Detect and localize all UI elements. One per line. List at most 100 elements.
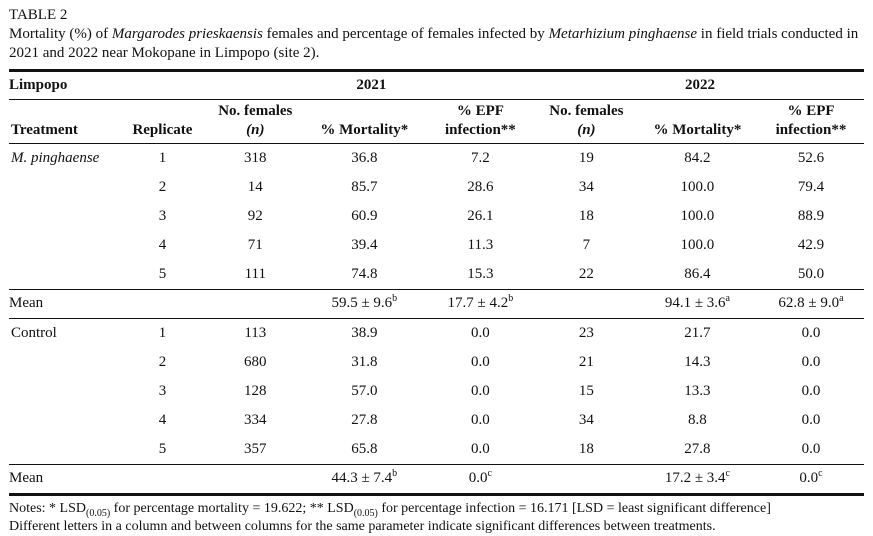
empty-cell [535, 464, 637, 496]
mortality-2021-cell: 36.8 [351, 150, 378, 166]
region-year-header-row: Limpopo 2021 2022 [9, 70, 864, 100]
epf-2021-cell: 0.0 [471, 441, 490, 457]
table-row: Control 1 113 38.9 0.0 23 21.7 0.0 [9, 319, 864, 349]
lsd-subscript: (0.05) [353, 507, 378, 519]
n-2021-cell: 334 [244, 412, 267, 428]
notes-line-2: Different letters in a column and betwee… [9, 519, 716, 534]
table-row: 4 334 27.8 0.0 34 8.8 0.0 [9, 406, 864, 435]
col-header-n-2022: No. females (n) [535, 99, 637, 144]
epf-2022-cell: 0.0 [801, 325, 821, 341]
epf-2021-cell: 11.3 [467, 237, 494, 253]
n-2022-cell: 34 [578, 412, 594, 428]
replicate-cell: 5 [158, 266, 167, 282]
n-2022-cell: 7 [582, 237, 591, 253]
col-header-n-line2: (n) [577, 122, 596, 138]
significance-letter: b [392, 293, 398, 304]
mean-value: 0.0 [799, 470, 819, 486]
mortality-2022-cell: 27.8 [684, 441, 711, 457]
table-row: M. pinghaense 1 318 36.8 7.2 19 84.2 52.… [9, 144, 864, 174]
mean-label: Mean [9, 464, 119, 496]
empty-cell [206, 289, 304, 319]
results-table: Limpopo 2021 2022 Treatment Replicate No… [9, 69, 864, 496]
significance-letter: c [487, 468, 492, 479]
species-name: Metarhizium pinghaense [548, 26, 698, 42]
mean-epf-2021: 17.7 ± 4.2b [424, 289, 536, 319]
significance-letter: c [725, 468, 730, 479]
mean-epf-2022: 62.8 ± 9.0a [757, 289, 864, 319]
col-header-treatment: Treatment [9, 99, 119, 144]
mean-value: 59.5 ± 9.6 [331, 295, 393, 311]
mortality-2022-cell: 14.3 [684, 354, 711, 370]
replicate-cell: 2 [158, 179, 167, 195]
col-header-mortality-2021: % Mortality* [303, 99, 425, 144]
mortality-2022-cell: 100.0 [680, 208, 715, 224]
n-2021-cell: 111 [244, 266, 266, 282]
epf-2022-cell: 79.4 [797, 179, 825, 195]
treatment-cell: Control [11, 325, 57, 341]
n-2021-cell: 113 [244, 325, 267, 341]
epf-2021-cell: 26.1 [467, 208, 494, 224]
epf-2021-cell: 15.3 [467, 266, 494, 282]
mean-label: Mean [9, 289, 119, 319]
mean-mortality-2021: 44.3 ± 7.4b [303, 464, 425, 496]
col-header-epf-line2: infection** [775, 122, 847, 138]
year-2021-header: 2021 [206, 70, 536, 100]
notes-line-1: Notes: * LSD(0.05) for percentage mortal… [9, 500, 864, 518]
epf-2022-cell: 52.6 [797, 150, 825, 166]
n-2021-cell: 318 [244, 150, 267, 166]
column-header-row: Treatment Replicate No. females (n) % Mor… [9, 99, 864, 144]
n-2021-cell: 14 [247, 179, 263, 195]
mortality-2021-cell: 31.8 [351, 354, 378, 370]
replicate-cell: 1 [158, 325, 167, 341]
col-header-epf-line2: infection** [444, 122, 516, 138]
epf-2022-cell: 88.9 [797, 208, 825, 224]
col-header-epf-2022: % EPF infection** [757, 99, 864, 144]
replicate-cell: 3 [158, 383, 167, 399]
epf-2021-cell: 0.0 [471, 383, 490, 399]
mean-value: 17.2 ± 3.4 [664, 470, 726, 486]
species-name: Margarodes prieskaensis [111, 26, 263, 42]
mean-value: 62.8 ± 9.0 [778, 295, 840, 311]
mean-value: 17.7 ± 4.2 [447, 295, 509, 311]
epf-2021-cell: 7.2 [471, 150, 490, 166]
table-caption: Mortality (%) of Margarodes prieskaensis… [9, 25, 864, 63]
table-row: 5 357 65.8 0.0 18 27.8 0.0 [9, 435, 864, 465]
n-2021-cell: 357 [244, 441, 267, 457]
col-header-epf-line1: % EPF [787, 103, 835, 119]
lsd-subscript: (0.05) [86, 507, 111, 519]
notes-text: Notes: * LSD [9, 501, 86, 516]
notes-text: for percentage mortality = 19.622; ** LS… [110, 501, 354, 516]
mean-row: Mean 59.5 ± 9.6b 17.7 ± 4.2b 94.1 ± 3.6a… [9, 289, 864, 319]
replicate-cell: 2 [158, 354, 167, 370]
col-header-n-line1: No. females [218, 103, 293, 119]
caption-text: in field trials conducted in 2021 and 20… [9, 26, 859, 61]
epf-2022-cell: 0.0 [801, 383, 821, 399]
mortality-2021-cell: 27.8 [351, 412, 378, 428]
treatment-cell: M. pinghaense [11, 150, 100, 166]
mean-mortality-2022: 17.2 ± 3.4c [636, 464, 758, 496]
col-header-epf-2021: % EPF infection** [424, 99, 536, 144]
mean-mortality-2022: 94.1 ± 3.6a [636, 289, 758, 319]
table-row: 2 14 85.7 28.6 34 100.0 79.4 [9, 173, 864, 202]
epf-2022-cell: 0.0 [801, 441, 821, 457]
region-header: Limpopo [9, 70, 207, 100]
n-2022-cell: 22 [578, 266, 594, 282]
empty-cell [206, 464, 304, 496]
mortality-2021-cell: 65.8 [351, 441, 378, 457]
mortality-2022-cell: 21.7 [684, 325, 711, 341]
epf-2022-cell: 42.9 [797, 237, 825, 253]
epf-2022-cell: 0.0 [801, 412, 821, 428]
col-header-epf-line1: % EPF [456, 103, 504, 119]
mean-value: 94.1 ± 3.6 [664, 295, 726, 311]
table-label: TABLE 2 [9, 7, 68, 23]
mean-row: Mean 44.3 ± 7.4b 0.0c 17.2 ± 3.4c 0.0c [9, 464, 864, 496]
significance-letter: b [392, 468, 398, 479]
table-row: 3 128 57.0 0.0 15 13.3 0.0 [9, 377, 864, 406]
n-2022-cell: 15 [578, 383, 594, 399]
mortality-2021-cell: 60.9 [351, 208, 378, 224]
mortality-2022-cell: 100.0 [680, 179, 715, 195]
n-2022-cell: 18 [578, 208, 594, 224]
table-row: 4 71 39.4 11.3 7 100.0 42.9 [9, 231, 864, 260]
n-2021-cell: 71 [247, 237, 263, 253]
mortality-2021-cell: 38.9 [351, 325, 378, 341]
